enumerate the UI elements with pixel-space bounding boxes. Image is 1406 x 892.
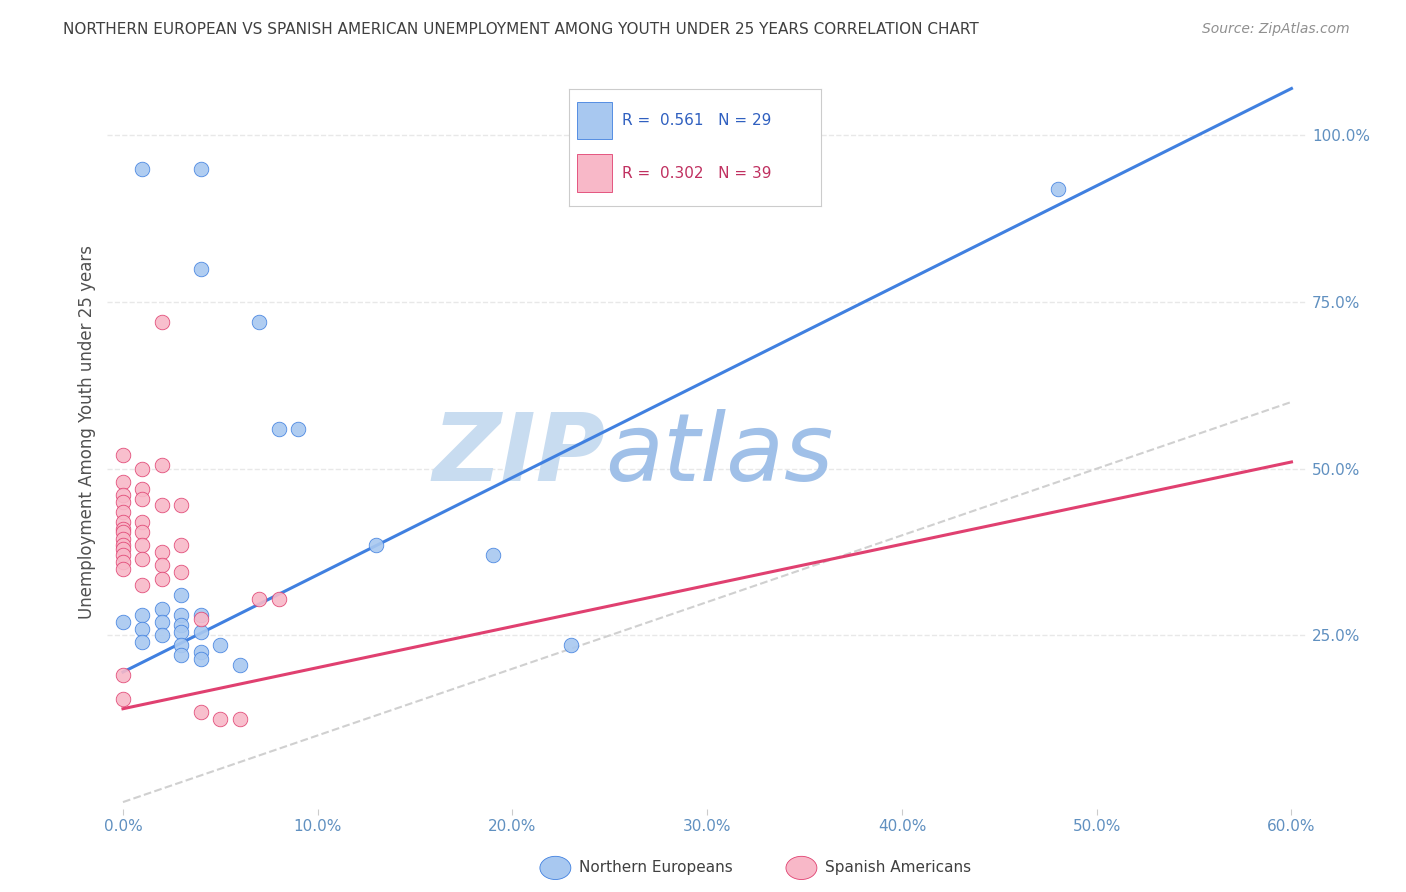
Point bbox=[190, 161, 212, 176]
Text: Source: ZipAtlas.com: Source: ZipAtlas.com bbox=[1202, 22, 1350, 37]
Point bbox=[111, 522, 134, 536]
Point bbox=[150, 558, 173, 573]
Point bbox=[111, 541, 134, 556]
Point bbox=[111, 524, 134, 539]
Point bbox=[131, 161, 153, 176]
Text: ZIP: ZIP bbox=[433, 409, 605, 500]
Point bbox=[111, 475, 134, 489]
Point bbox=[150, 498, 173, 512]
Point bbox=[190, 261, 212, 276]
Point bbox=[170, 608, 193, 623]
Point bbox=[131, 551, 153, 566]
Point bbox=[150, 628, 173, 642]
Point bbox=[150, 458, 173, 473]
Y-axis label: Unemployment Among Youth under 25 years: Unemployment Among Youth under 25 years bbox=[79, 245, 96, 619]
Point bbox=[190, 625, 212, 640]
Point bbox=[131, 622, 153, 636]
Point bbox=[170, 625, 193, 640]
Text: Spanish Americans: Spanish Americans bbox=[825, 861, 972, 875]
Point bbox=[247, 591, 270, 606]
Point bbox=[287, 422, 309, 436]
Point bbox=[366, 538, 388, 552]
Point bbox=[111, 691, 134, 706]
Point bbox=[111, 448, 134, 462]
Point bbox=[111, 515, 134, 529]
Point bbox=[247, 315, 270, 329]
Point bbox=[1046, 181, 1069, 195]
Point bbox=[170, 639, 193, 653]
Point bbox=[267, 591, 290, 606]
Point bbox=[111, 615, 134, 629]
Point bbox=[190, 608, 212, 623]
Point bbox=[111, 488, 134, 502]
Point bbox=[111, 538, 134, 552]
Point bbox=[111, 555, 134, 569]
Point bbox=[170, 588, 193, 602]
Point bbox=[111, 562, 134, 576]
Point bbox=[111, 668, 134, 682]
Point bbox=[267, 422, 290, 436]
Point bbox=[170, 648, 193, 663]
Text: atlas: atlas bbox=[605, 409, 834, 500]
Point bbox=[111, 495, 134, 509]
Point bbox=[229, 712, 252, 726]
Point bbox=[560, 639, 582, 653]
Point bbox=[131, 491, 153, 506]
Point bbox=[150, 615, 173, 629]
Text: Northern Europeans: Northern Europeans bbox=[579, 861, 733, 875]
Point bbox=[111, 532, 134, 546]
Text: NORTHERN EUROPEAN VS SPANISH AMERICAN UNEMPLOYMENT AMONG YOUTH UNDER 25 YEARS CO: NORTHERN EUROPEAN VS SPANISH AMERICAN UN… bbox=[63, 22, 979, 37]
Point bbox=[229, 658, 252, 673]
Point bbox=[170, 498, 193, 512]
Point bbox=[150, 315, 173, 329]
Point bbox=[131, 461, 153, 475]
Point bbox=[131, 524, 153, 539]
Point bbox=[190, 645, 212, 659]
Point bbox=[190, 651, 212, 665]
Point bbox=[111, 549, 134, 563]
Point bbox=[131, 538, 153, 552]
Point bbox=[150, 601, 173, 615]
Point bbox=[131, 515, 153, 529]
Point bbox=[190, 612, 212, 626]
Point bbox=[131, 482, 153, 496]
Point bbox=[150, 572, 173, 586]
Point bbox=[150, 545, 173, 559]
Point bbox=[131, 635, 153, 649]
Point bbox=[209, 712, 232, 726]
Point bbox=[170, 538, 193, 552]
Point bbox=[482, 549, 505, 563]
Point bbox=[170, 618, 193, 632]
Point bbox=[170, 565, 193, 579]
Point bbox=[209, 639, 232, 653]
Point bbox=[131, 608, 153, 623]
Point bbox=[131, 578, 153, 592]
Point bbox=[111, 505, 134, 519]
Point bbox=[190, 705, 212, 719]
